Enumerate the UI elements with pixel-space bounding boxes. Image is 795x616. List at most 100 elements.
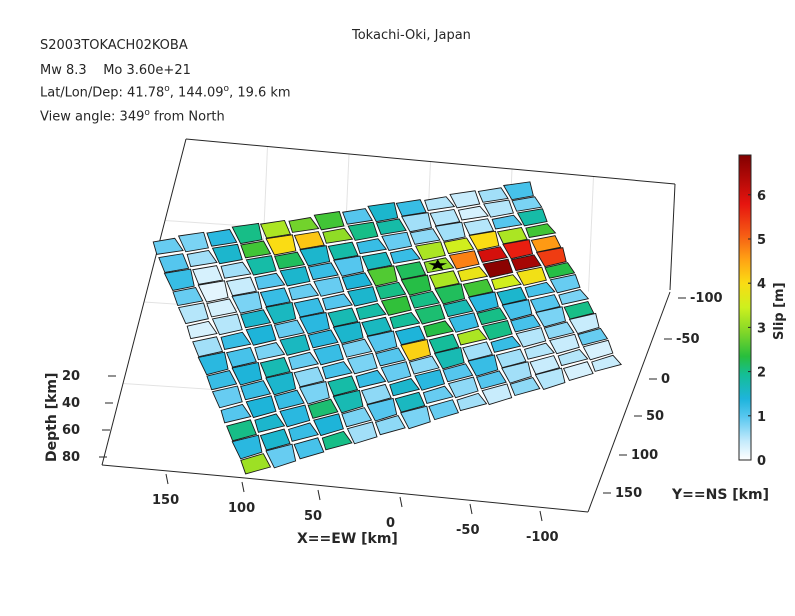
x-tick-label: -50 (456, 523, 480, 538)
slip-patch (400, 339, 432, 362)
slip-patch (321, 430, 353, 451)
slip-patch (231, 361, 263, 386)
slip-patch (273, 319, 305, 339)
slip-patch (501, 361, 532, 384)
slip-patch (510, 254, 542, 272)
slip-patch (408, 355, 440, 375)
slip-patch (535, 306, 567, 328)
slip-patch (332, 321, 364, 344)
slip-patch (563, 300, 595, 320)
slip-patch (476, 307, 508, 326)
slip-patch (400, 405, 431, 430)
slip-patch (288, 283, 320, 301)
slip-patch (293, 366, 325, 388)
slip-patch (477, 187, 509, 203)
seismic-moment: Mo 3.60e+21 (103, 63, 191, 78)
slip-patch (442, 363, 474, 383)
z-tick-label: 20 (62, 369, 80, 384)
slip-patch (360, 383, 392, 405)
slip-patch (245, 255, 277, 276)
slip-patch (307, 262, 339, 281)
slip-patch (313, 211, 345, 231)
slip-patch (389, 378, 421, 397)
slip-patch (211, 243, 243, 265)
slip-patch (429, 208, 461, 227)
slip-patch (516, 208, 548, 227)
y-tick-label: 50 (646, 409, 664, 424)
slip-patch (524, 281, 556, 298)
slip-patch (495, 348, 527, 369)
slip-patch (341, 338, 373, 358)
slip-patch (220, 331, 252, 350)
degree-mark: o (223, 84, 230, 94)
slip-patch (562, 361, 594, 381)
slip-patch (288, 351, 320, 371)
slip-patch (322, 227, 354, 244)
colorbar (738, 154, 752, 461)
slip-patch (582, 339, 614, 361)
slip-patch (367, 202, 399, 223)
slip-patch (516, 266, 547, 286)
slip-patch (534, 367, 566, 391)
slip-patch (186, 249, 218, 268)
slip-patch (374, 415, 406, 436)
slip-patch (577, 327, 609, 346)
slip-patch (424, 196, 456, 211)
slip-patch (313, 413, 344, 437)
slip-patch (356, 238, 388, 255)
slip-patch (206, 298, 238, 318)
slip-patch (543, 321, 575, 340)
slip-patch (491, 214, 523, 230)
view-angle: View angle: 349 (40, 109, 145, 125)
slip-patch (395, 261, 427, 280)
slip-patch (177, 231, 209, 253)
y-tick-label: 0 (661, 372, 670, 387)
slip-patch (192, 265, 224, 285)
slip-patch (225, 346, 257, 368)
colorbar-label: Slip [m] (772, 282, 787, 340)
slip-patch (186, 320, 218, 340)
gridline (588, 176, 594, 292)
slip-patch (293, 437, 325, 460)
x-tick (399, 496, 403, 508)
slip-patch (254, 413, 286, 433)
slip-patch (313, 343, 345, 366)
slip-patch (463, 218, 495, 236)
slip-patch (535, 247, 567, 268)
slip-patch (481, 319, 513, 341)
slip-patch (457, 265, 489, 282)
slip-patch (401, 212, 433, 233)
x-tick (165, 473, 169, 485)
slip-patch (409, 228, 441, 245)
slip-patch (428, 270, 460, 289)
location-dep: , 19.6 km (229, 85, 291, 101)
slip-patch (341, 272, 373, 291)
slip-patch (544, 262, 576, 279)
slip-patch (152, 237, 184, 255)
slip-patch (265, 301, 297, 325)
x-tick (241, 481, 245, 493)
slip-patch (366, 397, 398, 422)
slip-patch (525, 223, 557, 238)
view-angle-line: View angle: 349o from North (40, 108, 225, 124)
slip-patch (467, 354, 499, 377)
gridline (164, 220, 316, 231)
slip-patch (220, 403, 252, 424)
slip-patch (389, 311, 421, 330)
slip-patch (347, 221, 379, 241)
slip-patch (529, 294, 561, 313)
slip-patch (240, 240, 272, 259)
slip-patch (375, 281, 407, 300)
x-tick-label: -100 (526, 530, 559, 545)
slip-patch (355, 369, 387, 389)
magnitude-line: Mw 8.3 Mo 3.60e+21 (40, 63, 191, 78)
location-lat: Lat/Lon/Dep: 41.78 (40, 85, 165, 101)
slip-patch (158, 253, 190, 273)
slip-patch (511, 196, 543, 212)
slip-patch (490, 335, 522, 353)
slip-patch (274, 251, 306, 270)
slip-patch (279, 265, 311, 287)
slip-patch (177, 302, 209, 325)
slip-patch (298, 381, 330, 405)
